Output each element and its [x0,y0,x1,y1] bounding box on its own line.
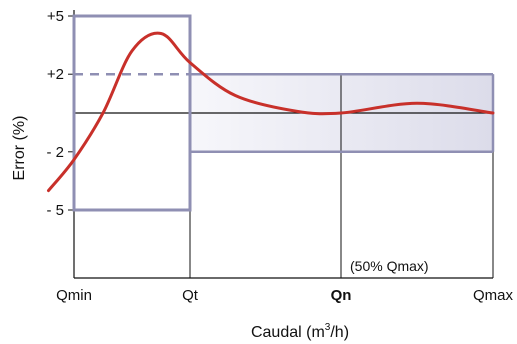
x-tick-label-qmax: Qmax [473,287,514,304]
x-axis-title: Caudal (m3/h) [251,322,349,341]
x-tick-label-qt: Qt [182,287,199,304]
error-curve-0 [47,31,495,193]
x-tick-label-qn: Qn [331,287,352,304]
x-axis-title-end: /h) [330,324,349,341]
x-axis-title-superscript: 3 [325,322,331,333]
y-tick-label: +2 [47,66,64,83]
x-tick-label-qmin: Qmin [56,287,92,304]
annotation-50-qmax: (50% Qmax) [350,258,429,274]
y-tick-label: - 5 [46,202,64,219]
y-axis-title: Error (%) [11,116,28,181]
x-axis-title-main: Caudal (m [251,324,325,341]
y-tick-label: +5 [47,8,64,25]
y-tick-label: - 2 [46,144,64,161]
